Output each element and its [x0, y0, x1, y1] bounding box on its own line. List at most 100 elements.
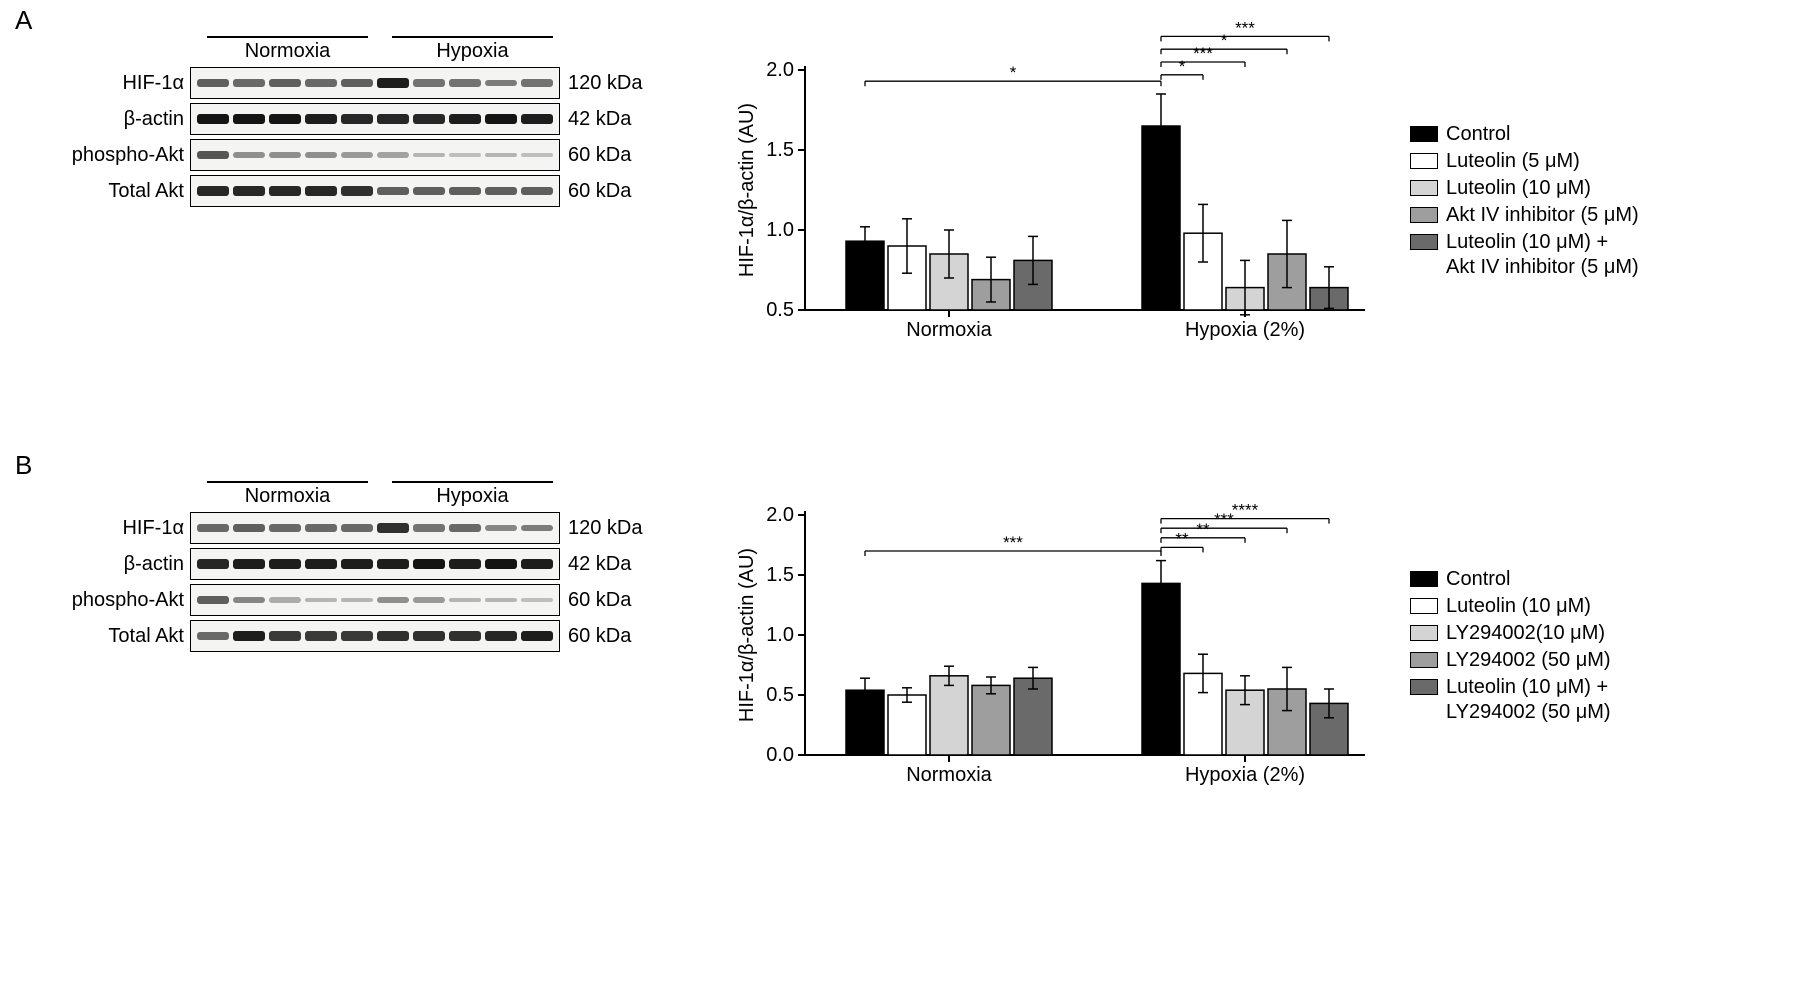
legend-swatch: [1410, 126, 1438, 142]
blot-row: β-actin42 kDa: [55, 103, 695, 135]
blot-band: [449, 598, 481, 603]
legend-swatch: [1410, 652, 1438, 668]
blot-band: [233, 186, 265, 196]
blot-molecular-weight: 60 kDa: [560, 144, 631, 167]
legend-item: Control: [1410, 122, 1639, 147]
legend-label: Akt IV inhibitor (5 μM): [1446, 203, 1639, 228]
legend-swatch: [1410, 153, 1438, 169]
legend-swatch: [1410, 180, 1438, 196]
blot-protein-label: Total Akt: [55, 625, 190, 648]
blot-lanes: [190, 175, 560, 207]
y-tick-label: 0.5: [766, 684, 794, 706]
y-tick-label: 0.5: [766, 299, 794, 321]
blot-band: [269, 597, 301, 602]
blot-band: [233, 79, 265, 87]
blot-row: phospho-Akt 60 kDa: [55, 584, 695, 616]
blot-band: [521, 631, 553, 641]
blot-band: [305, 79, 337, 87]
blot-protein-label: β-actin: [55, 553, 190, 576]
western-blot-section: NormoxiaHypoxiaHIF-1α120 kDaβ-actin42 kD…: [55, 485, 695, 656]
blot-band: [341, 79, 373, 87]
blot-band: [377, 78, 409, 88]
blot-band: [377, 559, 409, 569]
blot-band: [485, 80, 517, 87]
blot-band: [377, 523, 409, 533]
blot-band: [485, 631, 517, 641]
legend-swatch: [1410, 207, 1438, 223]
blot-condition-header: NormoxiaHypoxia: [195, 485, 565, 508]
blot-band: [449, 559, 481, 569]
blot-condition-label: Normoxia: [195, 485, 380, 508]
significance-label: *: [1010, 63, 1017, 82]
blot-band: [233, 152, 265, 158]
x-group-label: Hypoxia (2%): [1185, 764, 1305, 786]
legend-label: Luteolin (10 μM): [1446, 594, 1591, 619]
blot-band: [305, 598, 337, 603]
panel-letter: A: [15, 5, 32, 36]
blot-molecular-weight: 60 kDa: [560, 589, 631, 612]
blot-band: [449, 153, 481, 157]
blot-row: HIF-1α120 kDa: [55, 67, 695, 99]
blot-protein-label: HIF-1α: [55, 72, 190, 95]
blot-band: [233, 114, 265, 125]
blot-band: [197, 151, 229, 159]
blot-condition-label: Hypoxia: [380, 40, 565, 63]
legend-label: Luteolin (10 μM) +Akt IV inhibitor (5 μM…: [1446, 230, 1639, 280]
blot-band: [341, 559, 373, 569]
blot-band: [269, 524, 301, 532]
significance-label: ***: [1193, 44, 1213, 63]
y-axis-title: HIF-1α/β-actin (AU): [736, 103, 758, 277]
panel-letter: B: [15, 450, 32, 481]
bar: [930, 676, 968, 755]
blot-band: [449, 187, 481, 195]
blot-band: [341, 524, 373, 532]
legend-label: LY294002(10 μM): [1446, 621, 1605, 646]
blot-band: [341, 114, 373, 124]
blot-band: [197, 79, 229, 87]
blot-lanes: [190, 620, 560, 652]
blot-protein-label: phospho-Akt: [55, 589, 190, 612]
blot-band: [413, 114, 445, 124]
blot-band: [269, 559, 301, 569]
blot-band: [305, 186, 337, 196]
blot-lanes: [190, 548, 560, 580]
blot-lanes: [190, 103, 560, 135]
bar: [972, 685, 1010, 755]
blot-lanes: [190, 512, 560, 544]
blot-band: [233, 559, 265, 569]
legend-item: LY294002(10 μM): [1410, 621, 1611, 646]
blot-band: [197, 114, 229, 125]
blot-band: [521, 559, 553, 569]
blot-band: [341, 631, 373, 640]
x-group-label: Normoxia: [906, 319, 992, 341]
figure-panel: BNormoxiaHypoxiaHIF-1α120 kDaβ-actin42 k…: [20, 455, 1780, 820]
blot-band: [269, 186, 301, 196]
blot-band: [413, 559, 445, 570]
blot-band: [449, 631, 481, 641]
blot-band: [413, 631, 445, 641]
bar-chart: 0.00.51.01.52.0HIF-1α/β-actin (AU)Normox…: [725, 455, 1375, 815]
significance-label: ***: [1235, 18, 1255, 37]
blot-band: [197, 632, 229, 640]
blot-row: phospho-Akt60 kDa: [55, 139, 695, 171]
legend-item: Luteolin (10 μM) +Akt IV inhibitor (5 μM…: [1410, 230, 1639, 280]
legend-label: Control: [1446, 122, 1510, 147]
blot-lanes: [190, 67, 560, 99]
blot-condition-label: Hypoxia: [380, 485, 565, 508]
y-tick-label: 2.0: [766, 504, 794, 526]
blot-band: [197, 559, 229, 569]
significance-label: **: [1175, 529, 1189, 548]
legend-swatch: [1410, 679, 1438, 695]
significance-label: *: [1179, 57, 1186, 76]
significance-label: ****: [1232, 501, 1259, 520]
legend-label: Luteolin (5 μM): [1446, 149, 1580, 174]
significance-label: *: [1221, 31, 1228, 50]
blot-molecular-weight: 42 kDa: [560, 553, 631, 576]
blot-band: [197, 524, 229, 532]
blot-band: [521, 79, 553, 86]
y-axis-title: HIF-1α/β-actin (AU): [736, 548, 758, 722]
figure-panel: ANormoxiaHypoxiaHIF-1α120 kDaβ-actin42 k…: [20, 10, 1780, 375]
legend-item: Control: [1410, 567, 1611, 592]
chart-legend: ControlLuteolin (5 μM)Luteolin (10 μM)Ak…: [1410, 120, 1639, 282]
blot-band: [413, 187, 445, 195]
